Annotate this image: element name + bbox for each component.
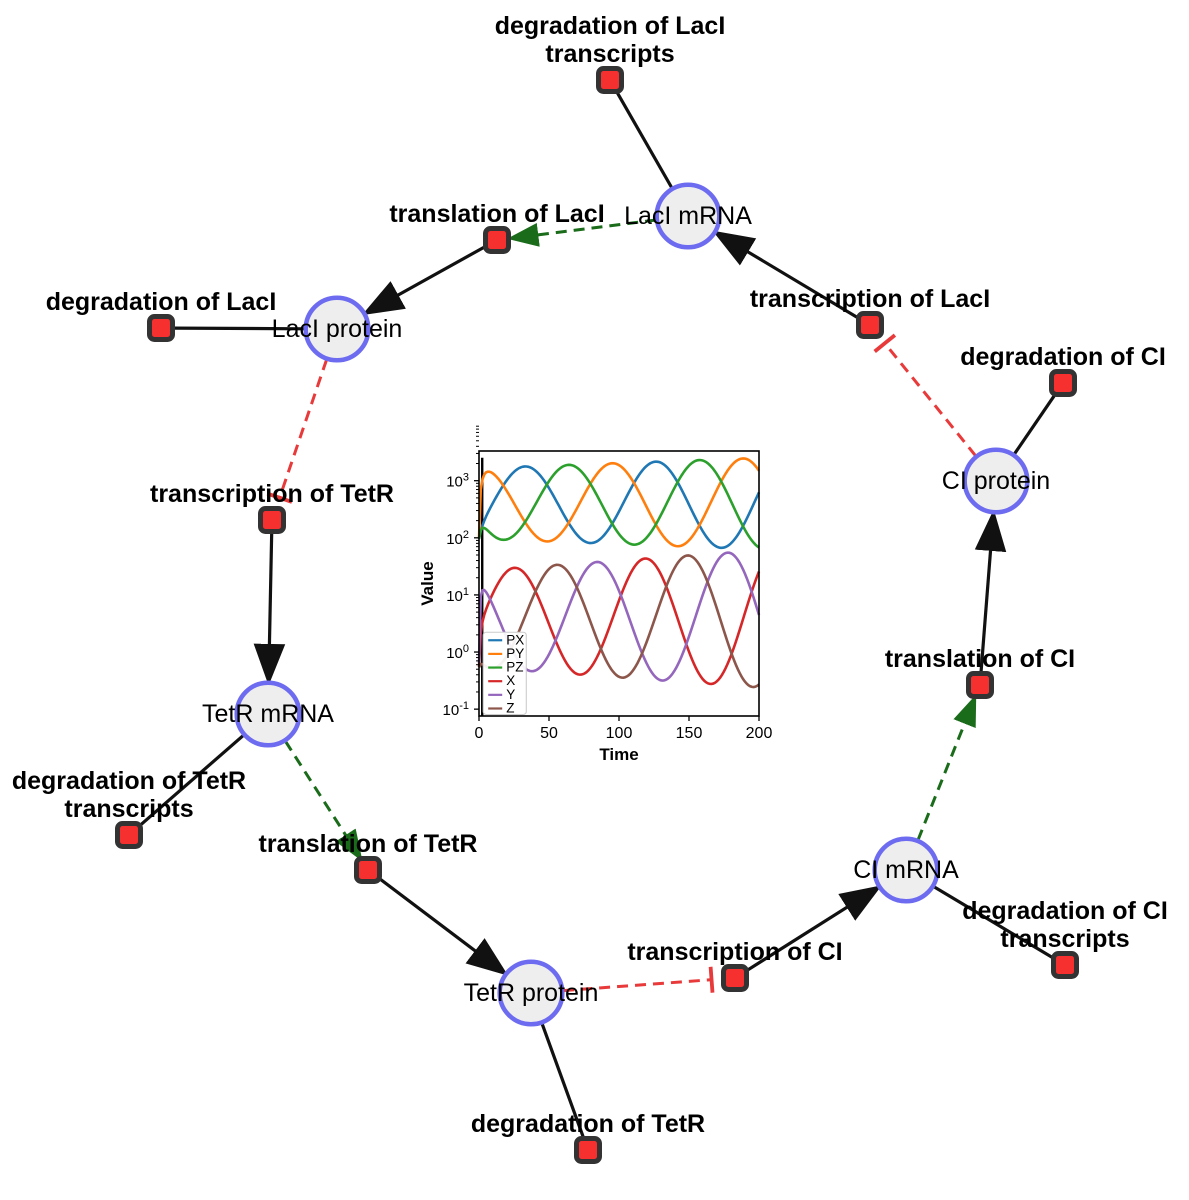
svg-text:TetR mRNA: TetR mRNA xyxy=(202,700,334,728)
svg-text:LacI mRNA: LacI mRNA xyxy=(624,202,752,230)
svg-text:translation of CI: translation of CI xyxy=(885,645,1075,673)
svg-text:transcripts: transcripts xyxy=(1000,925,1129,953)
svg-text:101: 101 xyxy=(446,586,469,605)
svg-text:degradation of TetR: degradation of TetR xyxy=(12,767,246,795)
svg-text:CI mRNA: CI mRNA xyxy=(853,856,959,884)
svg-text:103: 103 xyxy=(446,472,469,491)
svg-text:transcription of CI: transcription of CI xyxy=(627,938,842,966)
svg-text:degradation of LacI: degradation of LacI xyxy=(46,288,277,316)
svg-text:TetR protein: TetR protein xyxy=(464,979,599,1007)
svg-text:degradation of CI: degradation of CI xyxy=(962,897,1168,925)
svg-text:150: 150 xyxy=(676,725,703,742)
svg-text:degradation of TetR: degradation of TetR xyxy=(471,1110,705,1138)
svg-text:degradation of LacI: degradation of LacI xyxy=(495,12,726,40)
svg-text:Time: Time xyxy=(599,745,638,764)
svg-text:100: 100 xyxy=(606,725,633,742)
svg-text:Value: Value xyxy=(418,561,437,605)
svg-text:10-1: 10-1 xyxy=(443,700,469,719)
svg-text:Z: Z xyxy=(506,701,514,716)
svg-text:transcripts: transcripts xyxy=(545,40,674,68)
svg-text:LacI protein: LacI protein xyxy=(272,315,403,343)
svg-text:100: 100 xyxy=(446,643,469,662)
svg-text:transcription of TetR: transcription of TetR xyxy=(150,480,394,508)
svg-text:50: 50 xyxy=(540,725,558,742)
svg-text:degradation of CI: degradation of CI xyxy=(960,343,1166,371)
svg-text:0: 0 xyxy=(475,725,484,742)
svg-text:CI protein: CI protein xyxy=(942,467,1050,495)
svg-text:transcription of LacI: transcription of LacI xyxy=(750,285,990,313)
svg-text:translation of TetR: translation of TetR xyxy=(259,830,478,858)
svg-text:200: 200 xyxy=(746,725,773,742)
svg-text:102: 102 xyxy=(446,529,469,548)
svg-text:transcripts: transcripts xyxy=(64,795,193,823)
svg-text:translation of LacI: translation of LacI xyxy=(389,200,604,228)
